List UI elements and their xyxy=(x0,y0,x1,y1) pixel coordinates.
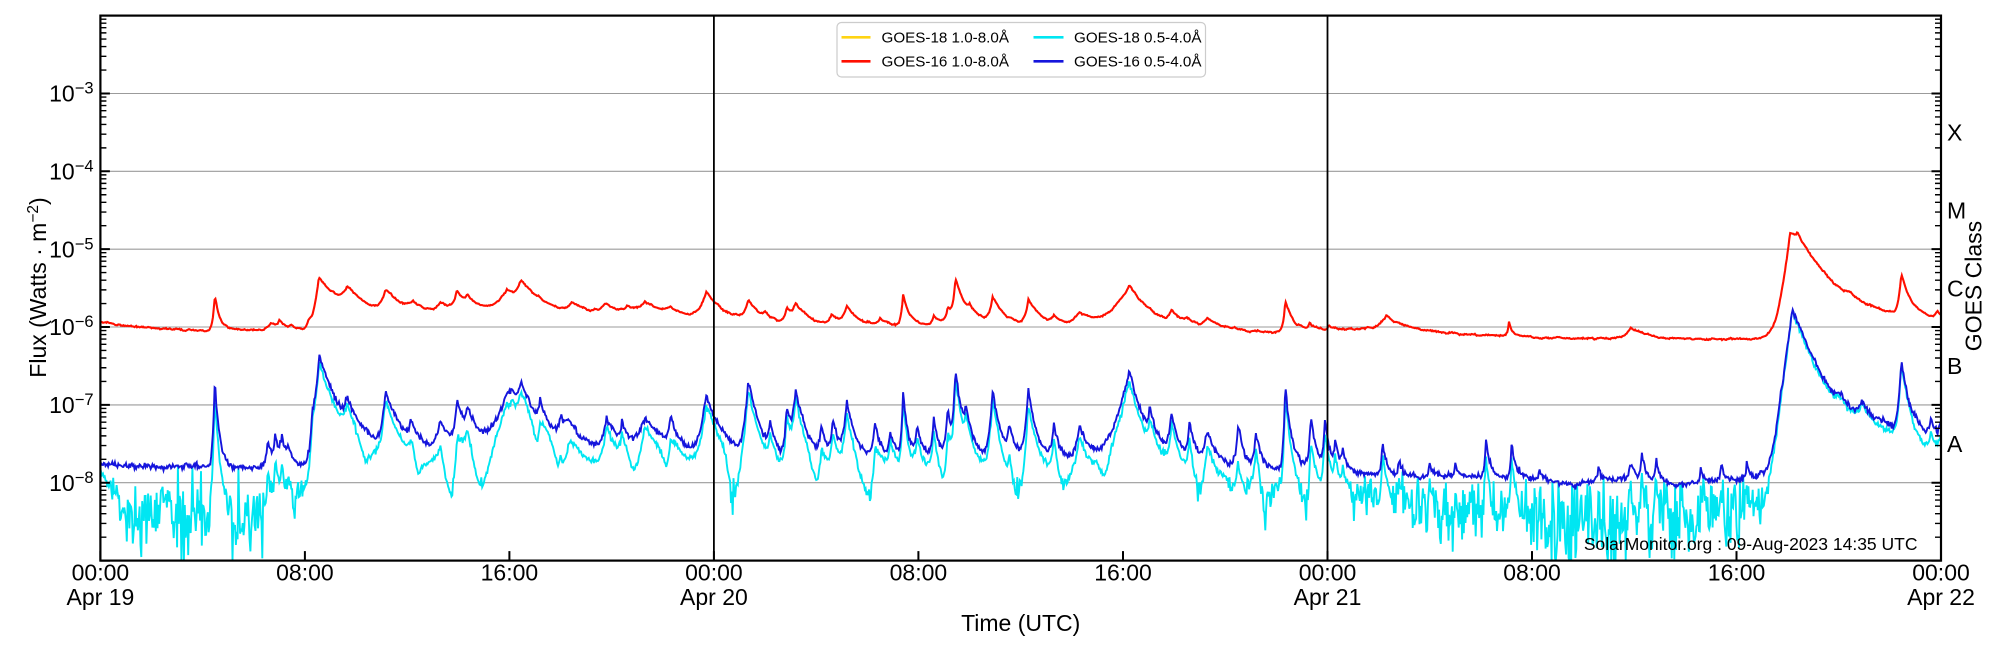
svg-text:B: B xyxy=(1947,353,1962,379)
svg-text:Flux (Watts · m−2): Flux (Watts · m−2) xyxy=(25,197,51,377)
svg-text:GOES-16 0.5-4.0Å: GOES-16 0.5-4.0Å xyxy=(1074,54,1202,71)
svg-text:GOES-18 0.5-4.0Å: GOES-18 0.5-4.0Å xyxy=(1074,30,1202,47)
svg-text:A: A xyxy=(1947,431,1963,457)
svg-text:SolarMonitor.org : 09-Aug-2023: SolarMonitor.org : 09-Aug-2023 14:35 UTC xyxy=(1584,534,1918,554)
svg-text:16:00: 16:00 xyxy=(1708,560,1766,586)
svg-text:GOES-18 1.0-8.0Å: GOES-18 1.0-8.0Å xyxy=(882,30,1010,47)
svg-text:Apr 19: Apr 19 xyxy=(67,584,135,610)
svg-text:08:00: 08:00 xyxy=(1503,560,1561,586)
svg-text:Apr 22: Apr 22 xyxy=(1907,584,1975,610)
svg-text:10−7: 10−7 xyxy=(49,391,93,418)
svg-text:Time (UTC): Time (UTC) xyxy=(961,610,1080,636)
svg-text:GOES Class: GOES Class xyxy=(1961,221,1987,351)
svg-text:00:00: 00:00 xyxy=(72,560,130,586)
svg-text:00:00: 00:00 xyxy=(1299,560,1357,586)
svg-text:00:00: 00:00 xyxy=(685,560,743,586)
svg-text:00:00: 00:00 xyxy=(1912,560,1970,586)
svg-text:X: X xyxy=(1947,120,1962,146)
svg-text:08:00: 08:00 xyxy=(276,560,334,586)
svg-text:08:00: 08:00 xyxy=(890,560,948,586)
svg-text:16:00: 16:00 xyxy=(1094,560,1152,586)
svg-text:Apr 20: Apr 20 xyxy=(680,584,748,610)
svg-text:Apr 21: Apr 21 xyxy=(1294,584,1362,610)
svg-text:16:00: 16:00 xyxy=(481,560,539,586)
svg-text:M: M xyxy=(1947,197,1966,223)
svg-text:C: C xyxy=(1947,275,1964,301)
svg-text:10−5: 10−5 xyxy=(49,235,93,262)
svg-text:GOES-16 1.0-8.0Å: GOES-16 1.0-8.0Å xyxy=(882,54,1010,71)
